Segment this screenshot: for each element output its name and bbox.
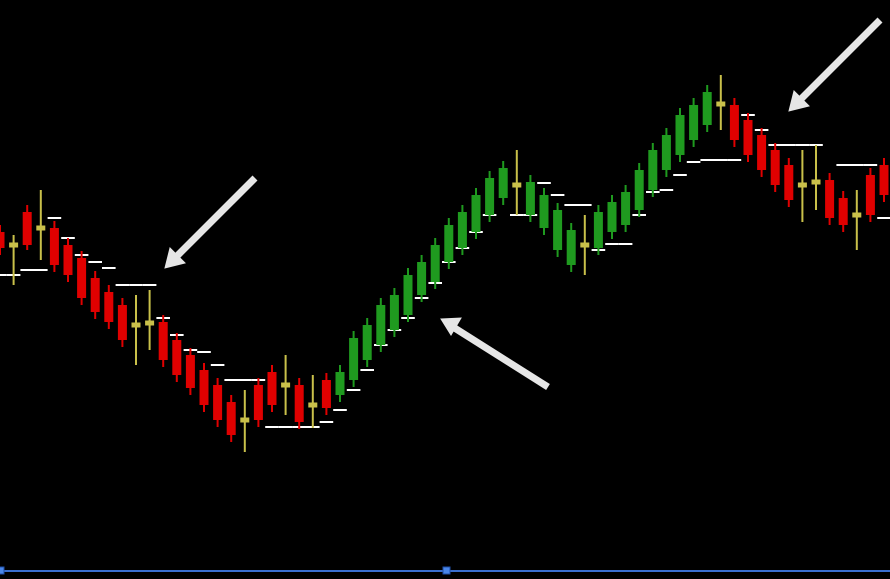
candle-body: [797, 182, 807, 188]
candle-body: [539, 195, 549, 228]
candle-body: [621, 192, 631, 225]
candle-body: [566, 230, 576, 265]
arrow-head: [440, 317, 462, 336]
candle-body: [512, 182, 522, 188]
arrow: [171, 175, 258, 262]
candle-body: [267, 372, 277, 405]
candle-body: [634, 170, 644, 210]
candle-body: [485, 178, 495, 215]
candle-body: [294, 385, 304, 422]
candle-body: [185, 355, 195, 388]
candle-body: [22, 212, 32, 245]
candle-body: [607, 202, 617, 232]
candle-body: [376, 305, 386, 345]
candle-body: [281, 382, 291, 388]
candle-body: [226, 402, 236, 435]
candle-body: [879, 165, 889, 195]
candle-body: [702, 92, 712, 125]
candle-body: [90, 278, 100, 312]
candle-body: [689, 105, 699, 140]
candle-body: [9, 242, 19, 248]
candle-body: [321, 380, 331, 408]
candle-body: [49, 228, 59, 265]
annotation-arrows: [164, 17, 883, 390]
candle-body: [770, 150, 780, 185]
candle-body: [593, 212, 603, 248]
candle-body: [349, 338, 359, 380]
candle-body: [172, 340, 182, 375]
candle-body: [661, 135, 671, 170]
scrollbar[interactable]: [0, 566, 890, 575]
candle-body: [675, 115, 685, 155]
candle-body: [253, 385, 263, 420]
candle-body: [117, 305, 127, 340]
candle-body: [553, 210, 563, 250]
scroll-handle[interactable]: [0, 566, 5, 575]
candle-body: [240, 417, 250, 423]
candle-body: [471, 195, 481, 232]
candle-body: [729, 105, 739, 140]
arrow: [796, 17, 883, 104]
candle-body: [389, 295, 399, 330]
candle-body: [498, 168, 508, 198]
candle-body: [838, 198, 848, 225]
candle-body: [784, 165, 794, 200]
candle-body: [104, 292, 114, 322]
candle-body: [158, 322, 168, 360]
candle-body: [580, 242, 590, 248]
candle-body: [131, 322, 141, 328]
candle-body: [648, 150, 658, 190]
candle-body: [0, 232, 5, 248]
candle-body: [757, 135, 767, 170]
candle-body: [308, 402, 318, 408]
scroll-handle[interactable]: [442, 566, 451, 575]
candle-body: [199, 370, 209, 405]
candle-body: [63, 245, 73, 275]
candle-body: [525, 182, 535, 215]
candle-body: [213, 385, 223, 420]
candle-body: [145, 320, 155, 326]
candle-body: [825, 180, 835, 218]
candle-body: [743, 120, 753, 155]
candle-body: [852, 212, 862, 218]
candle-body: [362, 325, 372, 360]
arrow-head: [164, 247, 186, 269]
candle-body: [457, 212, 467, 248]
candle-body: [865, 175, 875, 215]
candle-body: [403, 275, 413, 315]
arrow: [451, 324, 550, 390]
candle-body: [811, 179, 821, 185]
candle-body: [417, 262, 427, 295]
candle-body: [77, 258, 87, 298]
candle-body: [430, 245, 440, 282]
candle-body: [36, 225, 46, 231]
candle-body: [716, 101, 726, 107]
arrow-head: [788, 90, 810, 112]
candle-body: [444, 225, 454, 262]
candles: [0, 75, 890, 452]
candle-body: [335, 372, 345, 395]
